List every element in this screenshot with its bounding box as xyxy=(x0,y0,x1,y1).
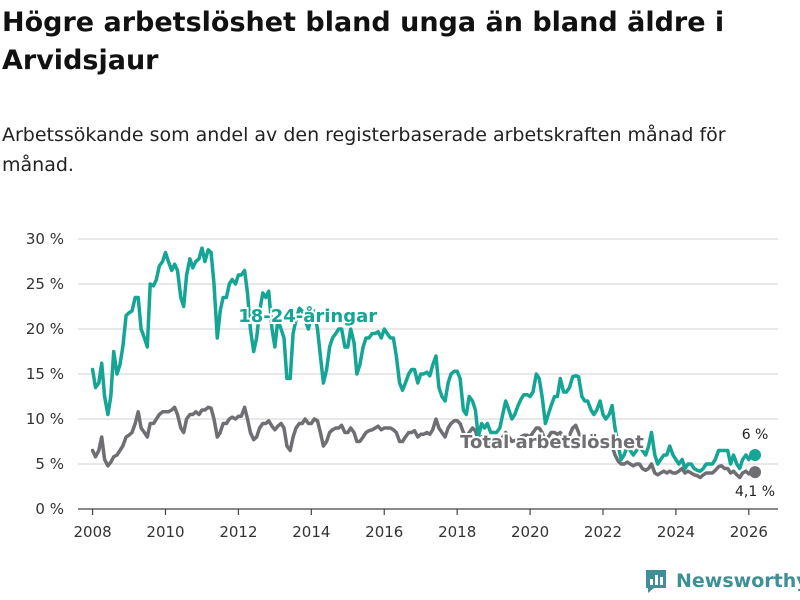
x-tick-label: 2014 xyxy=(292,523,330,541)
brand-logo: Newsworthy xyxy=(644,568,800,594)
end-value-label-youth: 6 % xyxy=(742,427,769,443)
x-tick-label: 2026 xyxy=(730,523,768,541)
x-tick-label: 2016 xyxy=(365,523,403,541)
y-tick-label: 15 % xyxy=(26,365,64,383)
x-tick-label: 2018 xyxy=(438,523,476,541)
y-tick-label: 0 % xyxy=(35,500,64,518)
y-tick-label: 30 % xyxy=(26,230,64,248)
series-annotation-youth: 18-24-åringar xyxy=(238,305,377,327)
series-line-youth xyxy=(90,246,757,473)
series-annotation-total: Total arbetslöshet xyxy=(460,432,644,453)
y-tick-label: 25 % xyxy=(26,275,64,293)
y-tick-label: 5 % xyxy=(35,455,64,473)
x-tick-label: 2008 xyxy=(73,523,111,541)
x-tick-label: 2024 xyxy=(657,523,695,541)
brand-name: Newsworthy xyxy=(676,570,800,592)
endpoint-marker-total xyxy=(749,466,762,479)
end-value-label-total: 4,1 % xyxy=(735,484,775,500)
y-tick-label: 20 % xyxy=(26,320,64,338)
x-tick-label: 2022 xyxy=(584,523,622,541)
chart-title: Högre arbetslöshet bland unga än bland ä… xyxy=(2,7,725,76)
chart-subtitle: Arbetssökande som andel av den registerb… xyxy=(2,124,726,176)
y-tick-label: 10 % xyxy=(26,410,64,428)
x-tick-label: 2020 xyxy=(511,523,549,541)
x-tick-label: 2012 xyxy=(219,523,257,541)
series-line-total xyxy=(90,405,757,480)
endpoint-marker-youth xyxy=(749,449,762,461)
x-tick-label: 2010 xyxy=(146,523,184,541)
newsworthy-logo-icon xyxy=(646,570,666,593)
